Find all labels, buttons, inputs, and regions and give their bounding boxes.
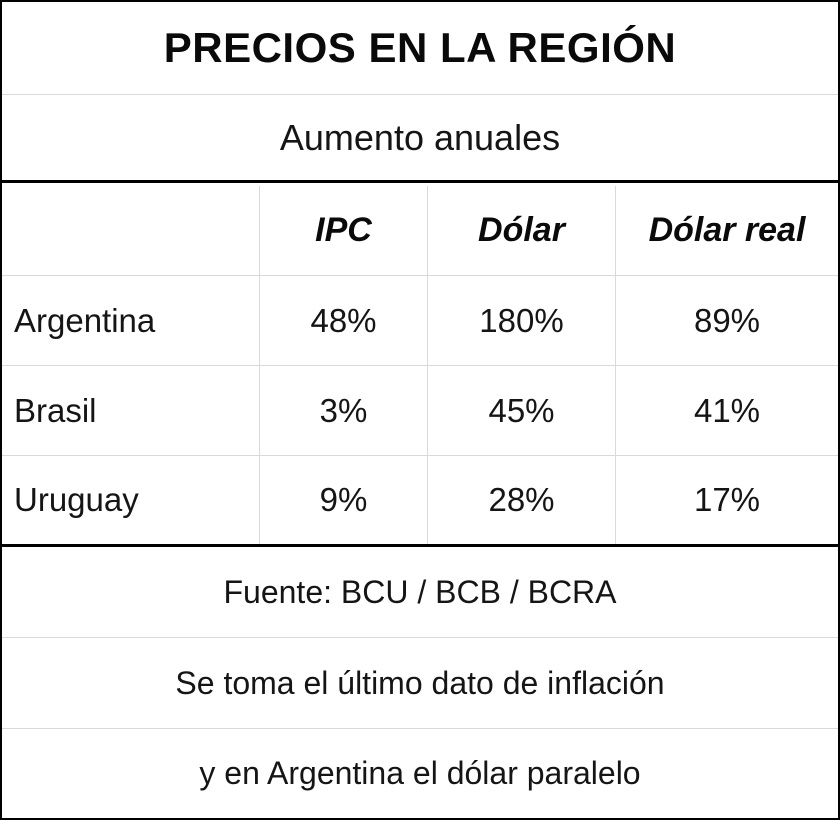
page-title: PRECIOS EN LA REGIÓN [163,24,677,71]
note-band-2: y en Argentina el dólar paralelo [2,729,838,818]
country-cell: Uruguay [2,456,260,544]
title-band: PRECIOS EN LA REGIÓN [2,2,838,95]
ipc-cell: 48% [260,276,428,365]
dolar-real-cell: 17% [693,481,761,518]
note-line-2: y en Argentina el dólar paralelo [199,755,641,791]
country-cell: Argentina [2,276,260,365]
subtitle-band: Aumento anuales [2,95,838,183]
data-table: IPC Dólar Dólar real Argentina 48% 180% … [2,186,838,547]
dolar-real-cell: 89% [693,301,761,339]
source-band: Fuente: BCU / BCB / BCRA [2,547,838,638]
dolar-cell: 45% [428,366,616,455]
country-cell: Brasil [2,366,260,455]
dolar-cell: 180% [428,276,616,365]
header-cell-dolar: Dólar [428,186,616,275]
source-text: Fuente: BCU / BCB / BCRA [223,573,617,610]
table-row: Argentina 48% 180% 89% [2,276,838,366]
table-header-row: IPC Dólar Dólar real [2,186,838,276]
header-cell-ipc: IPC [260,186,428,275]
note-band-1: Se toma el último dato de inflación [2,638,838,729]
page-subtitle: Aumento anuales [279,116,561,158]
note-line-1: Se toma el último dato de inflación [175,664,665,701]
table-row: Brasil 3% 45% 41% [2,366,838,456]
ipc-cell: 3% [260,366,428,455]
header-cell-empty [2,186,260,275]
table-row: Uruguay 9% 28% 17% [2,456,838,544]
dolar-real-cell: 41% [693,391,761,429]
header-cell-dolar-real: Dólar real [648,211,806,249]
dolar-cell: 28% [428,456,616,544]
ipc-cell: 9% [260,456,428,544]
